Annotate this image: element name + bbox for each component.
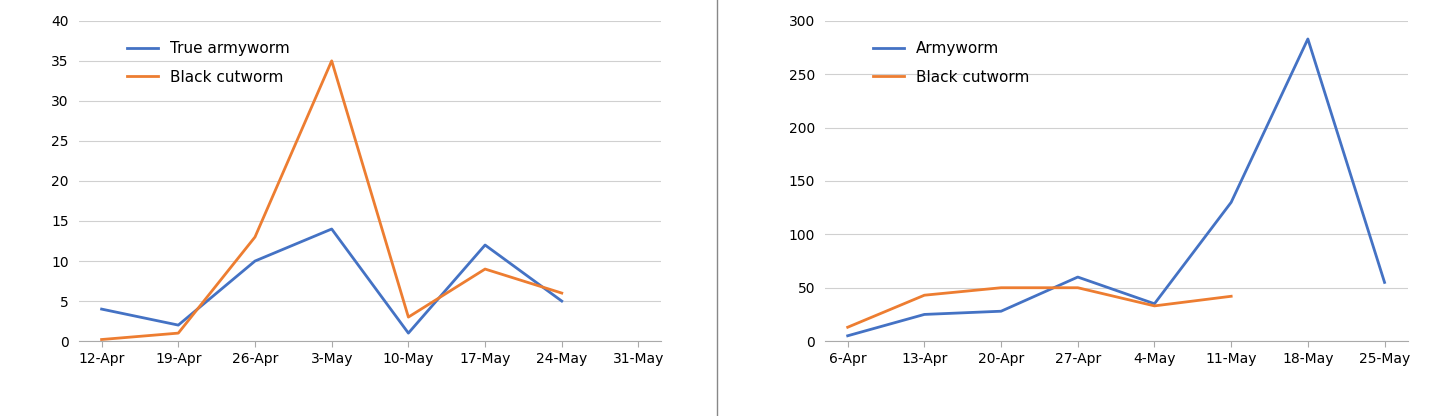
Legend: Armyworm, Black cutworm: Armyworm, Black cutworm	[867, 35, 1036, 91]
Black cutworm	[170, 331, 187, 336]
Black cutworm	[246, 235, 263, 240]
Black cutworm	[993, 285, 1010, 290]
True armyworm	[400, 331, 417, 336]
True armyworm	[246, 258, 263, 264]
Black cutworm	[323, 58, 340, 63]
Black cutworm	[93, 337, 110, 342]
True armyworm	[170, 323, 187, 328]
Line: True armyworm: True armyworm	[101, 229, 562, 333]
Black cutworm	[916, 293, 933, 298]
Black cutworm	[839, 325, 856, 330]
Legend: True armyworm, Black cutworm: True armyworm, Black cutworm	[121, 35, 296, 91]
Line: Black cutworm: Black cutworm	[847, 288, 1232, 327]
Armyworm	[1069, 275, 1086, 280]
Armyworm	[916, 312, 933, 317]
Black cutworm	[553, 291, 570, 296]
Line: Black cutworm: Black cutworm	[101, 61, 562, 339]
True armyworm	[476, 243, 493, 248]
True armyworm	[553, 299, 570, 304]
Armyworm	[839, 333, 856, 338]
Black cutworm	[476, 267, 493, 272]
Armyworm	[1223, 200, 1240, 205]
Black cutworm	[1069, 285, 1086, 290]
Armyworm	[1146, 301, 1163, 306]
Black cutworm	[400, 314, 417, 319]
True armyworm	[323, 226, 340, 231]
Black cutworm	[1223, 294, 1240, 299]
Armyworm	[1376, 280, 1393, 285]
True armyworm	[93, 307, 110, 312]
Black cutworm	[1146, 303, 1163, 308]
Armyworm	[1299, 37, 1316, 42]
Line: Armyworm: Armyworm	[847, 39, 1385, 336]
Armyworm	[993, 309, 1010, 314]
